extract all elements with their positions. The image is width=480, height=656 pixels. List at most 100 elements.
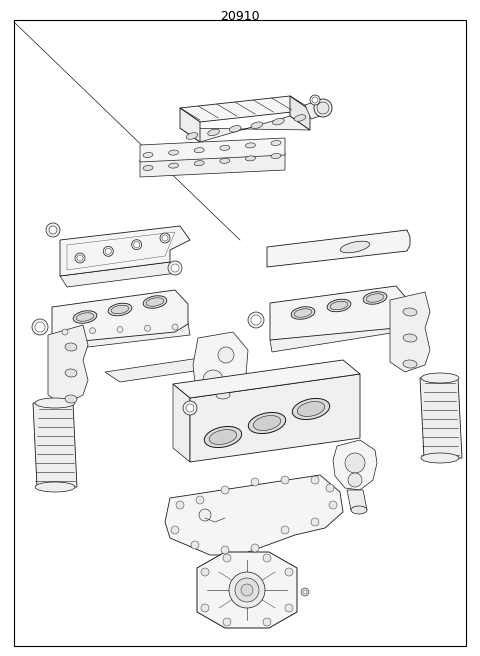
Circle shape (348, 473, 362, 487)
Polygon shape (267, 230, 410, 267)
Circle shape (75, 253, 85, 263)
Polygon shape (60, 262, 177, 287)
Ellipse shape (168, 163, 179, 168)
Ellipse shape (294, 309, 312, 318)
Circle shape (160, 233, 170, 243)
Circle shape (176, 501, 184, 509)
Circle shape (196, 496, 204, 504)
Circle shape (49, 226, 57, 234)
Circle shape (311, 518, 319, 526)
Circle shape (46, 223, 60, 237)
Polygon shape (173, 360, 360, 398)
Ellipse shape (65, 395, 77, 403)
Ellipse shape (209, 430, 237, 445)
Polygon shape (190, 374, 360, 462)
Circle shape (329, 501, 337, 509)
Ellipse shape (143, 165, 153, 171)
Circle shape (186, 404, 194, 412)
Ellipse shape (194, 148, 204, 153)
Circle shape (183, 401, 197, 415)
Circle shape (171, 264, 179, 272)
Ellipse shape (421, 373, 459, 383)
Polygon shape (180, 116, 310, 142)
Ellipse shape (65, 369, 77, 377)
Polygon shape (347, 490, 367, 510)
Circle shape (326, 484, 334, 492)
Polygon shape (140, 138, 285, 162)
Circle shape (285, 604, 293, 612)
Ellipse shape (73, 311, 97, 323)
Ellipse shape (363, 292, 387, 304)
Ellipse shape (216, 391, 230, 399)
Ellipse shape (35, 398, 75, 408)
Ellipse shape (111, 305, 129, 314)
Ellipse shape (143, 296, 167, 308)
Polygon shape (333, 440, 377, 490)
Circle shape (251, 315, 261, 325)
Ellipse shape (108, 303, 132, 316)
Polygon shape (60, 226, 190, 276)
Polygon shape (290, 96, 310, 130)
Circle shape (62, 329, 68, 335)
Circle shape (223, 618, 231, 626)
Ellipse shape (340, 241, 370, 253)
Polygon shape (33, 403, 77, 487)
Ellipse shape (291, 307, 315, 319)
Ellipse shape (403, 308, 417, 316)
Ellipse shape (208, 129, 219, 136)
Circle shape (223, 554, 231, 562)
Circle shape (221, 546, 229, 554)
Ellipse shape (186, 133, 198, 139)
Circle shape (263, 554, 271, 562)
Polygon shape (305, 101, 323, 119)
Circle shape (201, 604, 209, 612)
Ellipse shape (351, 506, 367, 514)
Ellipse shape (327, 299, 351, 312)
Circle shape (281, 476, 289, 484)
Circle shape (251, 544, 259, 552)
Ellipse shape (403, 334, 417, 342)
Circle shape (345, 453, 365, 473)
Circle shape (103, 247, 113, 256)
Circle shape (144, 325, 151, 331)
Circle shape (117, 327, 123, 333)
Ellipse shape (194, 161, 204, 166)
Circle shape (89, 328, 96, 334)
Circle shape (168, 261, 182, 275)
Ellipse shape (253, 415, 281, 430)
Ellipse shape (204, 426, 242, 447)
Ellipse shape (168, 150, 179, 155)
Ellipse shape (294, 115, 306, 121)
Circle shape (105, 249, 111, 255)
Ellipse shape (220, 145, 230, 150)
Circle shape (221, 486, 229, 494)
Ellipse shape (271, 154, 281, 159)
Circle shape (281, 526, 289, 534)
Ellipse shape (143, 152, 153, 157)
Circle shape (203, 370, 223, 390)
Circle shape (310, 95, 320, 105)
Ellipse shape (229, 125, 241, 132)
Ellipse shape (245, 156, 255, 161)
Polygon shape (140, 153, 285, 177)
Circle shape (311, 476, 319, 484)
Circle shape (248, 312, 264, 328)
Ellipse shape (220, 158, 230, 163)
Polygon shape (420, 378, 462, 458)
Ellipse shape (330, 301, 348, 310)
Ellipse shape (76, 313, 94, 321)
Circle shape (77, 255, 83, 261)
Ellipse shape (251, 122, 263, 129)
Polygon shape (52, 290, 188, 344)
Polygon shape (197, 552, 297, 628)
Polygon shape (105, 355, 235, 382)
Ellipse shape (317, 102, 329, 114)
Ellipse shape (366, 294, 384, 302)
Circle shape (162, 235, 168, 241)
Circle shape (312, 97, 318, 103)
Circle shape (241, 584, 253, 596)
Polygon shape (52, 323, 190, 351)
Circle shape (218, 347, 234, 363)
Circle shape (172, 324, 178, 330)
Polygon shape (180, 108, 200, 142)
